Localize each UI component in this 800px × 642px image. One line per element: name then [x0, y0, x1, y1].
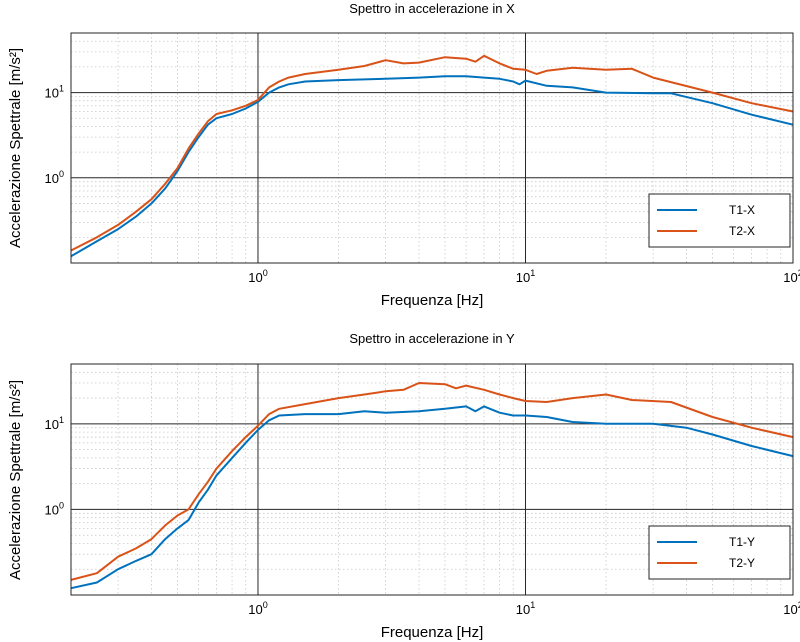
grid-major [71, 33, 793, 263]
series-group [70, 54, 794, 258]
x-tick-label: 101 [516, 600, 535, 617]
grid-minor [71, 33, 793, 263]
y-axis-label: Accelerazione Spettrale [m/s²] [7, 48, 24, 248]
legend: T1-X T2-X [648, 193, 791, 248]
x-tick-label: 102 [783, 600, 800, 617]
x-tick-label: 102 [783, 268, 800, 285]
legend-label-2: T2-Y [729, 556, 755, 570]
legend-label-1: T1-Y [729, 535, 755, 549]
series-group [70, 382, 794, 590]
y-axis-label: Accelerazione Spettrale [m/s²] [7, 380, 24, 580]
y-ticks: 100 101 [45, 84, 64, 186]
legend-box [648, 193, 791, 248]
y-tick-label: 100 [45, 500, 64, 517]
y-ticks: 100 101 [45, 415, 64, 518]
panel-x: 100 101 102 100 101 Spettro in accelerazion… [7, 1, 800, 309]
series-line-T2-Y [70, 382, 794, 581]
x-ticks: 100 101 102 [248, 600, 800, 617]
x-tick-label: 100 [248, 600, 267, 617]
x-ticks: 100 101 102 [248, 268, 800, 285]
legend-label-2: T2-X [729, 224, 755, 238]
y-tick-label: 100 [45, 169, 64, 186]
y-tick-label: 101 [45, 84, 64, 101]
x-axis-label: Frequenza [Hz] [381, 292, 484, 309]
series-line-T1-X [70, 75, 794, 258]
legend: T1-Y T2-Y [648, 525, 791, 580]
series-line-T2-X [70, 54, 794, 252]
x-tick-label: 100 [248, 268, 267, 285]
axes-box [70, 32, 794, 264]
series-line-T1-Y [70, 405, 794, 590]
chart-title: Spettro in accelerazione in X [349, 1, 515, 16]
legend-box [648, 525, 791, 580]
x-tick-label: 101 [516, 268, 535, 285]
axes-box [70, 363, 794, 596]
legend-label-1: T1-X [729, 203, 755, 217]
grid-minor [71, 364, 793, 595]
grid-major [71, 364, 793, 595]
x-axis-label: Frequenza [Hz] [381, 624, 484, 641]
chart-title: Spettro in accelerazione in Y [349, 331, 515, 346]
y-tick-label: 101 [45, 415, 64, 432]
panel-y: 100 101 102 100 101 Spettro in accelerazion… [7, 331, 800, 641]
